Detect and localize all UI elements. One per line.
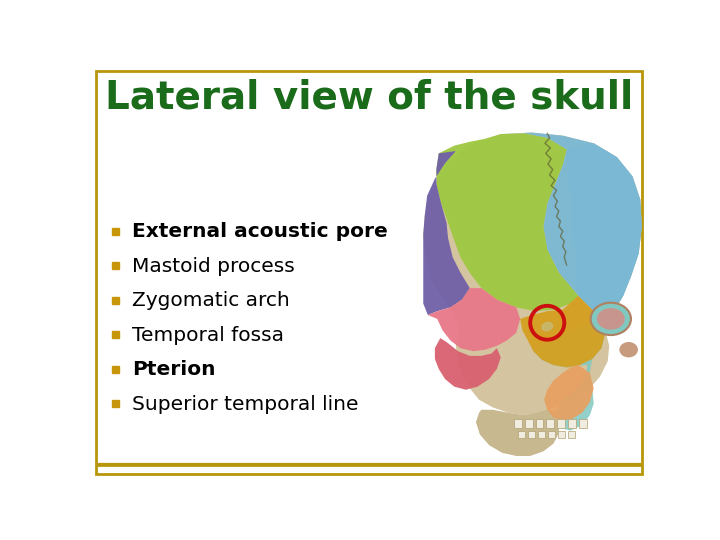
Bar (525, 419, 533, 428)
Polygon shape (423, 132, 642, 415)
Bar (514, 419, 522, 428)
Bar (112, 296, 120, 303)
Text: External acoustic pore: External acoustic pore (132, 222, 387, 241)
Bar (518, 430, 525, 438)
Text: Temporal fossa: Temporal fossa (132, 326, 284, 345)
Polygon shape (520, 296, 606, 367)
Text: Lateral view of the skull: Lateral view of the skull (105, 78, 633, 116)
Bar (538, 430, 545, 438)
Bar (112, 228, 120, 234)
Bar (112, 366, 120, 373)
Text: Mastoid process: Mastoid process (132, 257, 294, 276)
Polygon shape (567, 143, 642, 319)
Ellipse shape (597, 308, 625, 330)
Ellipse shape (619, 342, 638, 357)
Polygon shape (534, 319, 606, 430)
Bar (112, 331, 120, 338)
Bar (548, 430, 555, 438)
Ellipse shape (541, 322, 553, 332)
Text: Pterion: Pterion (132, 360, 215, 380)
Bar (568, 419, 576, 428)
Polygon shape (435, 338, 500, 390)
Bar (112, 400, 120, 407)
Bar (536, 419, 544, 428)
Bar (528, 430, 535, 438)
Text: Superior temporal line: Superior temporal line (132, 395, 359, 414)
Polygon shape (476, 410, 559, 456)
Polygon shape (500, 132, 642, 319)
Polygon shape (423, 151, 469, 315)
Polygon shape (428, 288, 520, 351)
Bar (558, 430, 565, 438)
Polygon shape (436, 133, 578, 311)
Bar (112, 262, 120, 269)
Ellipse shape (590, 303, 631, 335)
Bar (557, 419, 565, 428)
Bar (579, 419, 587, 428)
Bar (546, 419, 554, 428)
Bar (568, 430, 575, 438)
Polygon shape (544, 365, 594, 421)
Text: Zygomatic arch: Zygomatic arch (132, 292, 289, 310)
